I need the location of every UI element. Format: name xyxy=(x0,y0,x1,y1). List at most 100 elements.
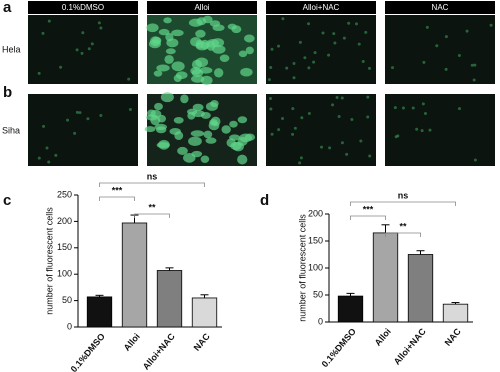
bar xyxy=(86,296,113,328)
cell xyxy=(188,18,203,27)
cell xyxy=(423,112,427,116)
cell xyxy=(191,150,203,158)
cell xyxy=(277,44,281,48)
x-tick-label: NAC xyxy=(192,331,213,353)
cell xyxy=(149,36,161,47)
cell xyxy=(73,131,77,135)
y-axis-label: number of fluorescent cells xyxy=(44,207,54,315)
cell xyxy=(307,22,311,26)
significance-label: *** xyxy=(363,204,374,214)
cell xyxy=(177,146,188,155)
bar xyxy=(407,254,434,323)
cell xyxy=(47,160,51,164)
cell xyxy=(331,103,335,107)
cell xyxy=(146,23,159,33)
cell xyxy=(45,146,49,150)
cell xyxy=(187,111,196,120)
cell xyxy=(231,25,242,34)
y-tick-label: 0 xyxy=(67,321,72,331)
cell xyxy=(267,78,271,82)
cell xyxy=(470,63,474,67)
y-tick-label: 100 xyxy=(308,262,323,272)
micrograph xyxy=(28,15,138,84)
column-header: 0.1%DMSO xyxy=(62,3,104,12)
cell xyxy=(81,31,85,35)
cell xyxy=(171,29,184,37)
cell xyxy=(291,107,295,111)
cell xyxy=(245,46,254,55)
y-tick-label: 250 xyxy=(57,189,72,199)
cell xyxy=(158,28,170,36)
cell xyxy=(127,77,131,81)
cell xyxy=(393,106,397,110)
cell xyxy=(327,53,331,57)
cell xyxy=(240,67,253,77)
cell xyxy=(188,136,202,147)
significance-label: ** xyxy=(148,202,156,212)
cell xyxy=(66,118,70,122)
column-header-bg xyxy=(28,1,138,14)
cell xyxy=(163,17,172,24)
cell xyxy=(364,30,368,34)
x-tick-label: NAC xyxy=(443,326,464,348)
row-label: Siha xyxy=(2,125,20,135)
y-tick-label: 150 xyxy=(308,235,323,245)
cell xyxy=(199,67,213,74)
error-bar xyxy=(451,302,460,305)
cell xyxy=(472,78,476,82)
cell xyxy=(457,53,461,57)
significance-bracket xyxy=(350,201,456,206)
cell xyxy=(328,146,332,150)
cell xyxy=(292,62,296,66)
cell xyxy=(270,132,274,136)
cell xyxy=(268,97,272,101)
cell xyxy=(359,139,363,143)
cell xyxy=(173,116,184,124)
cell xyxy=(59,65,63,69)
cell xyxy=(337,115,341,119)
micrograph xyxy=(385,15,495,84)
micrograph xyxy=(266,94,376,166)
cell xyxy=(303,56,307,60)
cell xyxy=(200,75,213,86)
y-tick-label: 50 xyxy=(62,295,72,305)
cell xyxy=(229,120,238,128)
cell xyxy=(457,107,461,111)
cell xyxy=(270,47,274,51)
cell xyxy=(237,154,248,165)
cell xyxy=(422,60,426,64)
significance-label: ns xyxy=(147,171,158,181)
error-bar xyxy=(346,292,355,297)
column-header: NAC xyxy=(432,3,449,12)
cell xyxy=(169,128,181,135)
cell xyxy=(444,35,448,39)
x-tick-label: Alloi+NAC xyxy=(141,331,177,372)
cell xyxy=(465,29,469,33)
cell xyxy=(332,32,336,36)
micrograph xyxy=(385,94,495,166)
micrograph xyxy=(28,94,138,166)
bar xyxy=(372,232,399,323)
panel-label: b xyxy=(3,84,12,101)
cell xyxy=(90,42,94,46)
cell xyxy=(75,48,79,52)
cell xyxy=(237,136,248,146)
x-tick-label: 0.1%DMSO xyxy=(320,326,358,369)
cell xyxy=(78,111,82,115)
cell xyxy=(160,92,174,103)
column-header: Alloi xyxy=(194,3,209,12)
bar xyxy=(121,222,148,328)
y-tick-label: 0 xyxy=(318,316,323,326)
cell xyxy=(54,153,58,157)
cell xyxy=(205,137,217,144)
cell xyxy=(333,41,337,45)
cell xyxy=(37,71,41,75)
cell xyxy=(205,102,218,111)
cell xyxy=(226,138,236,148)
cell xyxy=(277,128,281,132)
cell xyxy=(293,126,297,130)
cell xyxy=(435,44,439,48)
y-tick-label: 50 xyxy=(313,289,323,299)
cell xyxy=(195,29,206,38)
cell xyxy=(285,66,289,70)
